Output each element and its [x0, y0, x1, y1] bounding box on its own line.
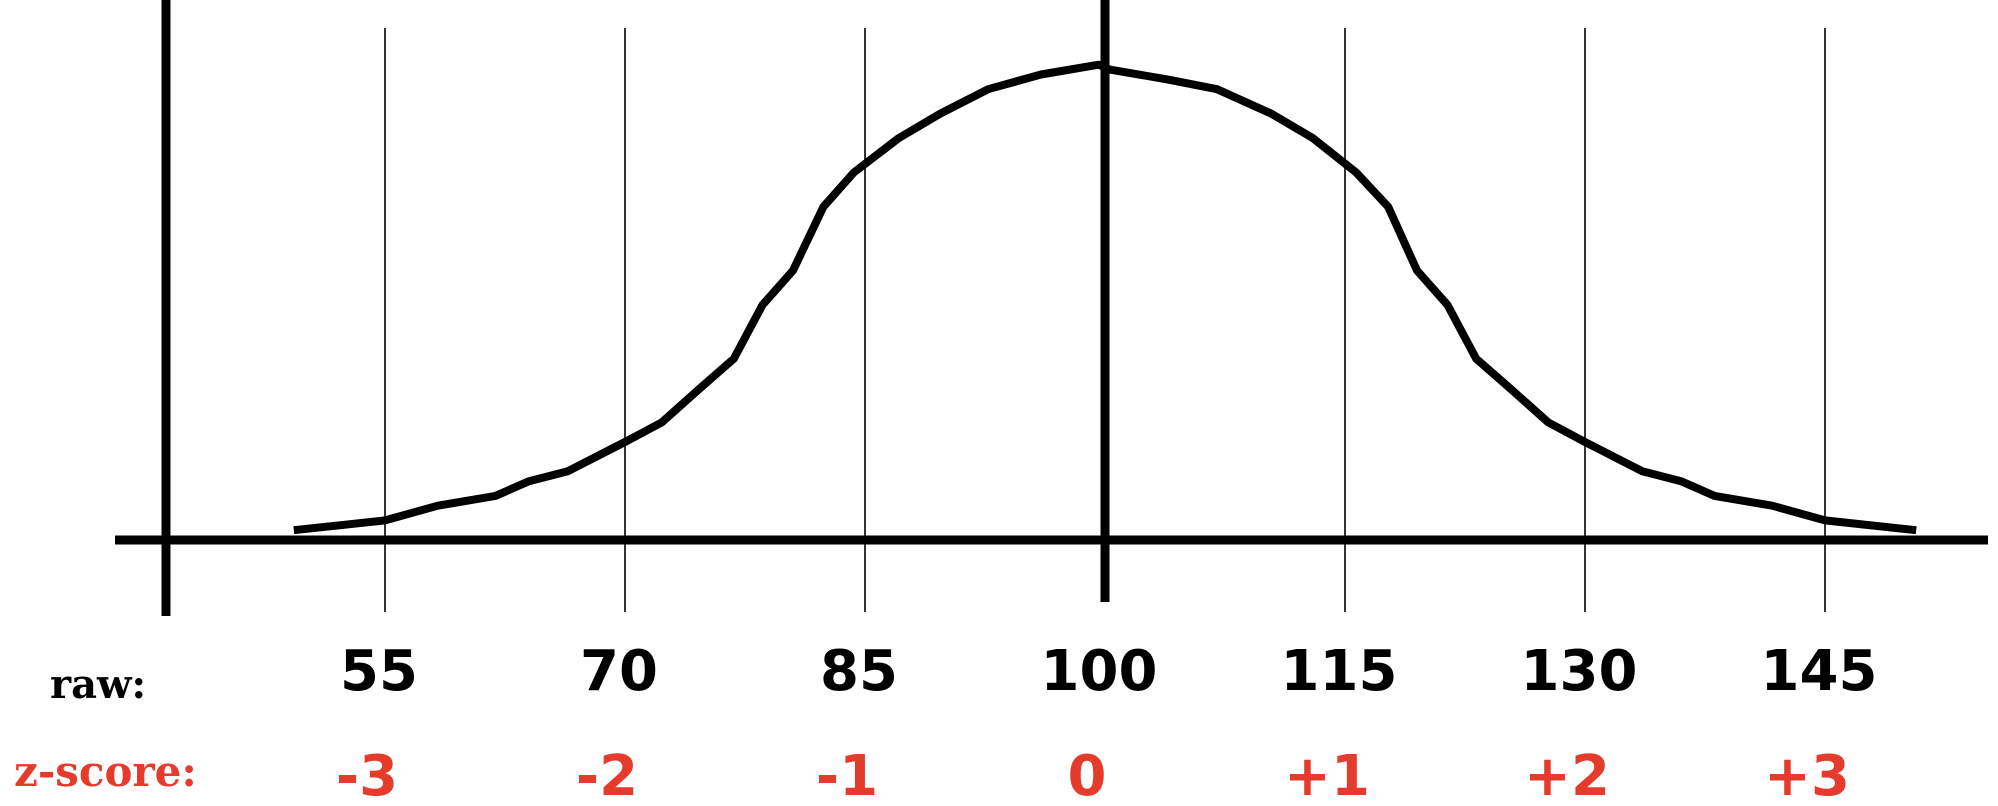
axes — [115, 0, 1988, 616]
z-score-tick-label: 0 — [1068, 744, 1107, 806]
z-score-tick-label: -1 — [816, 744, 878, 806]
z-score-tick-label: +2 — [1524, 744, 1610, 806]
raw-tick-label: 100 — [1041, 639, 1158, 704]
distribution-curve — [293, 60, 1917, 535]
raw-tick-label: 55 — [340, 639, 418, 704]
vertical-gridlines — [384, 28, 1826, 612]
z-score-tick-label: -3 — [336, 744, 398, 806]
raw-row-label: raw: — [50, 661, 146, 708]
raw-tick-labels: 55 70 85 100 115 130 145 — [340, 639, 1877, 704]
raw-tick-label: 145 — [1761, 639, 1878, 704]
raw-tick-label: 70 — [580, 639, 658, 704]
z-score-tick-labels: -3 -2 -1 0 +1 +2 +3 — [336, 744, 1850, 806]
raw-tick-label: 115 — [1281, 639, 1398, 704]
z-score-row-label: z-score: — [14, 747, 197, 796]
z-score-tick-label: -2 — [576, 744, 638, 806]
raw-tick-label: 130 — [1521, 639, 1638, 704]
z-score-tick-label: +1 — [1284, 744, 1370, 806]
raw-tick-label: 85 — [820, 639, 898, 704]
z-score-tick-label: +3 — [1764, 744, 1850, 806]
